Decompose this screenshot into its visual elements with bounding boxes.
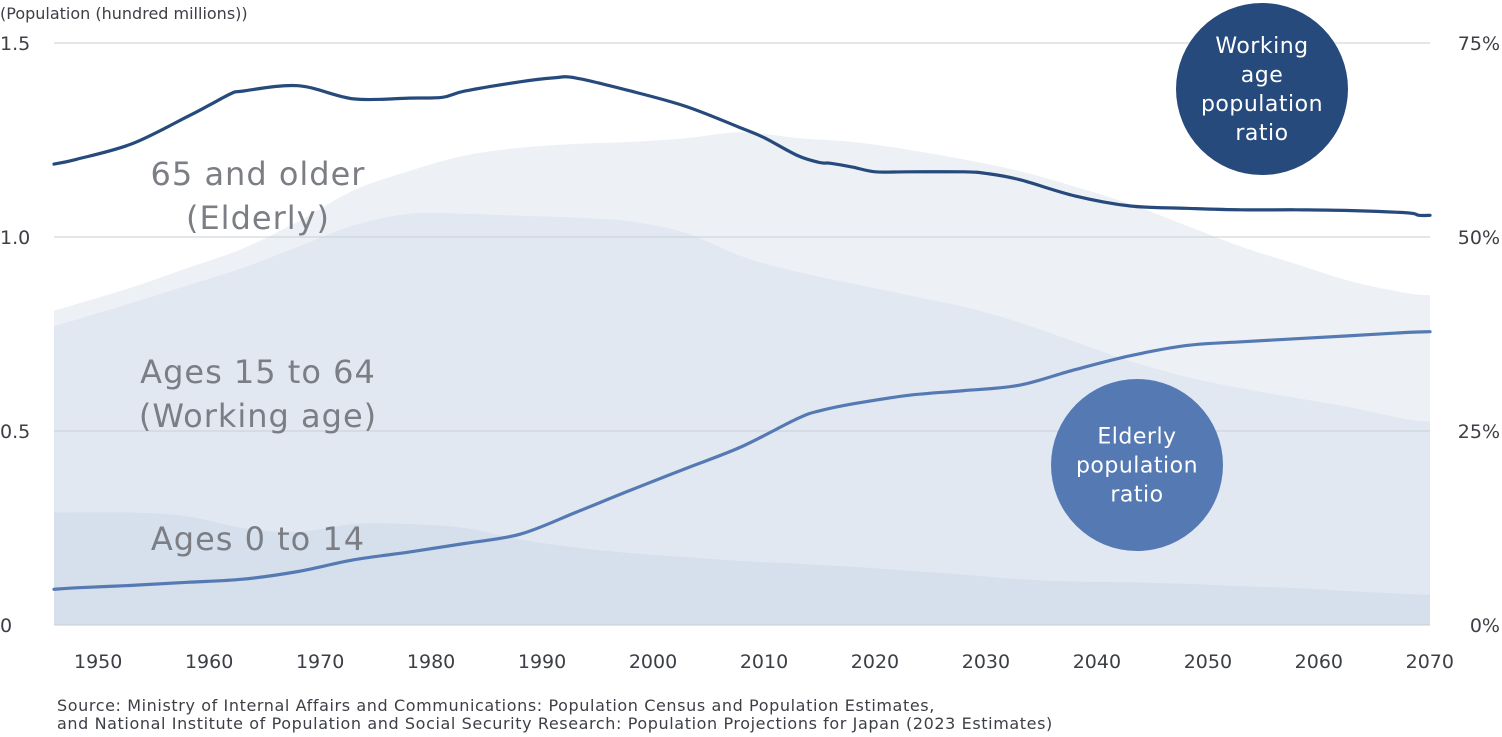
line-working-age-population-ratio: [52, 75, 1432, 218]
stacked-areas: [54, 132, 1430, 625]
ratio-bubble-label: Working: [1215, 34, 1308, 59]
x-tick-label: 1970: [296, 651, 344, 673]
area-ages-0-to-14: [54, 512, 1430, 625]
x-tick-label: 2040: [1073, 651, 1121, 673]
axes: (Population (hundred millions)) 0 0.5 1.0 1.…: [0, 4, 1500, 673]
y-right-tick-label: 50%: [1458, 227, 1500, 249]
x-tick-label: 2020: [851, 651, 899, 673]
ratio-bubble-label: population: [1201, 92, 1323, 117]
area-label: 65 and older: [151, 155, 366, 193]
y-left-tick-label: 0: [0, 615, 12, 637]
ratio-bubble: [1176, 3, 1348, 175]
x-tick-label: 2030: [962, 651, 1010, 673]
x-tick-label: 1960: [185, 651, 233, 673]
x-tick-label: 1950: [74, 651, 122, 673]
ratio-bubble-label: population: [1076, 454, 1198, 479]
y-axis-left-title: (Population (hundred millions)): [0, 4, 248, 23]
ratio-lines: [52, 75, 1432, 591]
x-tick-label: 1990: [518, 651, 566, 673]
y-right-tick-label: 75%: [1458, 33, 1500, 55]
x-tick-label: 2000: [629, 651, 677, 673]
y-left-tick-label: 1.0: [0, 227, 30, 249]
area-label: (Elderly): [186, 199, 330, 237]
x-tick-label: 2010: [740, 651, 788, 673]
x-tick-label: 2070: [1406, 651, 1454, 673]
ratio-line-labels: Working age population ratio Elderly populati…: [1051, 3, 1348, 551]
y-left-tick-label: 0.5: [0, 421, 30, 443]
x-tick-label: 2050: [1184, 651, 1232, 673]
y-right-tick-label: 25%: [1458, 421, 1500, 443]
y-right-tick-label: 0%: [1470, 615, 1500, 637]
ratio-bubble: [1051, 379, 1223, 551]
area-label: Ages 0 to 14: [151, 520, 365, 558]
source-note: Source: Ministry of Internal Affairs and…: [57, 696, 1053, 733]
ratio-bubble-label: Elderly: [1097, 425, 1176, 450]
source-line: Source: Ministry of Internal Affairs and…: [57, 696, 935, 715]
y-left-tick-label: 1.5: [0, 33, 30, 55]
area-label: Ages 15 to 64: [140, 353, 376, 391]
ratio-bubble-label: age: [1241, 63, 1283, 88]
source-line: and National Institute of Population and…: [57, 714, 1053, 733]
area-labels: Ages 0 to 14 Ages 15 to 64 (Working age) 65…: [139, 155, 377, 558]
line-elderly-population-ratio: [52, 330, 1432, 591]
area-label: (Working age): [139, 397, 377, 435]
x-tick-label: 2060: [1295, 651, 1343, 673]
ratio-bubble-label: ratio: [1110, 483, 1163, 508]
x-tick-label: 1980: [407, 651, 455, 673]
ratio-bubble-label: ratio: [1235, 121, 1288, 146]
